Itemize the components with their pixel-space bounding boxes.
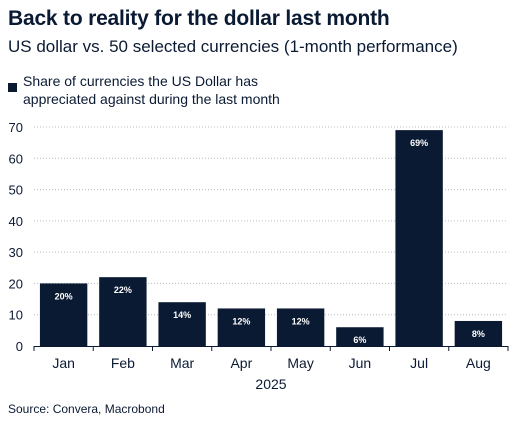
bar xyxy=(217,308,266,346)
bar xyxy=(336,327,384,346)
y-tick-label: 20 xyxy=(9,276,23,291)
bar-data-label: 6% xyxy=(353,335,366,345)
legend-swatch xyxy=(8,83,17,92)
y-tick-label: 50 xyxy=(9,183,23,198)
bar-data-label: 20% xyxy=(55,291,73,301)
y-tick-label: 0 xyxy=(16,339,23,354)
y-tick-label: 40 xyxy=(9,214,23,229)
x-tick-label: Aug xyxy=(466,355,491,371)
y-tick-label: 30 xyxy=(9,245,23,260)
bar xyxy=(395,130,443,346)
bar-data-label: 14% xyxy=(173,310,191,320)
y-tick-label: 10 xyxy=(9,308,23,323)
legend-label: Share of currencies the US Dollar has ap… xyxy=(23,73,280,107)
bars: 20% 22% 14% 12% 12% 6% 69% 8% xyxy=(39,130,503,346)
bar-data-label: 22% xyxy=(114,285,132,295)
bar xyxy=(276,308,325,346)
y-axis: 0 10 20 30 40 50 60 70 xyxy=(9,120,23,354)
x-axis-title: 2025 xyxy=(255,376,286,392)
source-note: Source: Convera, Macrobond xyxy=(8,402,165,416)
chart-title: Back to reality for the dollar last mont… xyxy=(8,7,390,30)
gridlines xyxy=(34,126,508,316)
x-tick-label: Apr xyxy=(230,355,252,371)
bar xyxy=(454,320,503,346)
bar-data-label: 12% xyxy=(232,316,250,326)
x-axis: Jan Feb Mar Apr May Jun Jul Aug xyxy=(33,346,509,371)
bar xyxy=(99,277,147,346)
y-tick-label: 70 xyxy=(9,120,23,135)
y-tick-label: 60 xyxy=(9,151,23,166)
bar-data-label: 8% xyxy=(472,329,485,339)
x-tick-label: Mar xyxy=(170,355,194,371)
bar xyxy=(158,302,206,346)
x-tick-label: Feb xyxy=(111,355,135,371)
bar-data-label: 12% xyxy=(292,316,310,326)
x-tick-label: Jul xyxy=(410,355,428,371)
chart-subtitle: US dollar vs. 50 selected currencies (1-… xyxy=(8,37,458,56)
x-tick-label: May xyxy=(287,355,313,371)
x-tick-label: Jun xyxy=(349,355,372,371)
bar-data-label: 69% xyxy=(410,138,428,148)
x-tick-label: Jan xyxy=(52,355,75,371)
bar xyxy=(39,283,88,346)
